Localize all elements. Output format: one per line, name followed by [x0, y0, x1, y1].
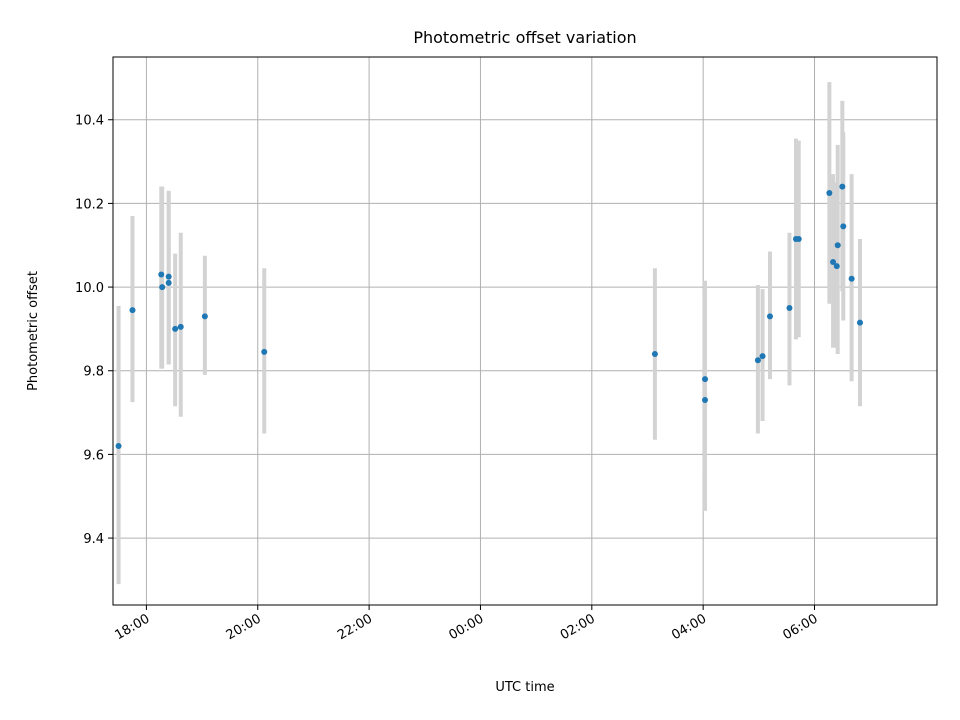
chart-title: Photometric offset variation: [413, 28, 636, 47]
data-point: [766, 313, 773, 320]
data-point: [840, 223, 847, 230]
data-point: [158, 271, 165, 278]
y-tick-label: 9.4: [83, 532, 104, 547]
y-axis-label: Photometric offset: [26, 271, 41, 391]
data-point: [839, 183, 846, 190]
y-tick-label: 10.4: [75, 114, 104, 129]
data-point: [702, 397, 709, 404]
data-point: [261, 348, 268, 355]
y-tick-label: 9.8: [83, 365, 104, 380]
data-point: [848, 275, 855, 282]
y-tick-label: 10.2: [75, 197, 104, 212]
y-axis-ticks: 9.4 9.6 9.8 10.0 10.2 10.4: [75, 114, 113, 547]
plot-frame: [112, 56, 938, 606]
data-point: [795, 235, 802, 242]
data-point: [786, 304, 793, 311]
data-point: [172, 325, 179, 332]
data-point: [826, 189, 833, 196]
data-point: [834, 242, 841, 249]
data-point: [177, 323, 184, 330]
x-axis-label: UTC time: [495, 680, 554, 695]
data-point: [201, 313, 208, 320]
y-tick-label: 9.6: [83, 448, 104, 463]
data-point: [129, 307, 136, 314]
data-point: [856, 319, 863, 326]
data-points: [115, 183, 863, 450]
data-point: [115, 443, 122, 450]
data-point: [165, 273, 172, 280]
data-point: [165, 279, 172, 286]
data-point: [702, 376, 709, 383]
data-point: [754, 357, 761, 364]
y-tick-label: 10.0: [75, 281, 104, 296]
data-point: [830, 258, 837, 265]
data-point: [833, 263, 840, 270]
data-point: [159, 284, 166, 291]
x-axis-ticks: 18:00 20:00 22:00 00:00 02:00 04:00 06:00: [112, 605, 821, 643]
data-point: [651, 351, 658, 358]
data-point: [759, 353, 766, 360]
